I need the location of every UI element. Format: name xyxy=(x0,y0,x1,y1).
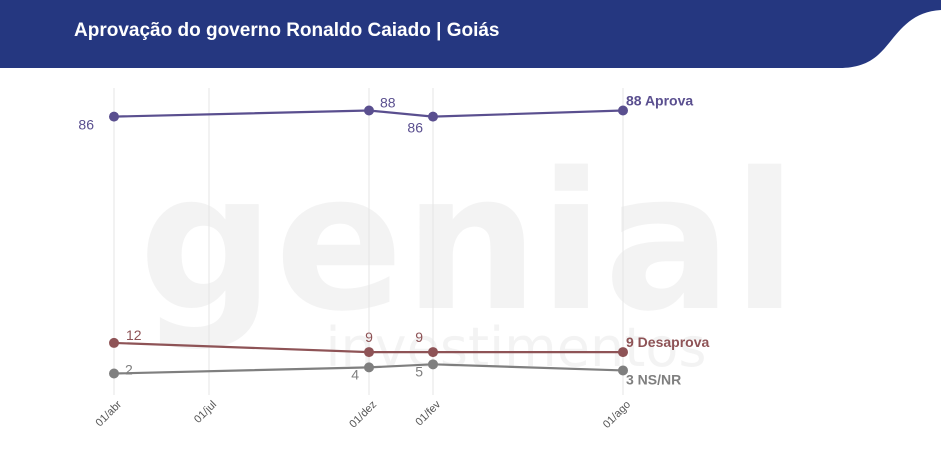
data-point xyxy=(109,111,119,122)
data-label: 86 xyxy=(78,117,94,133)
x-tick-label: 01/ago xyxy=(601,399,633,431)
x-tick-labels: 01/abr 01/jul 01/dez 01/fev 01/ago xyxy=(94,398,634,431)
data-label: 4 xyxy=(351,366,359,382)
series-ns-nr: 2 4 5 3 NS/NR xyxy=(109,359,681,387)
series-line xyxy=(113,363,624,375)
data-label: 12 xyxy=(126,327,142,343)
series-aprova: 86 88 86 88 Aprova xyxy=(78,93,693,136)
data-point xyxy=(364,105,374,116)
page-title: Aprovação do governo Ronaldo Caiado | Go… xyxy=(74,20,500,41)
watermark-subtitle: investimentos xyxy=(325,316,706,379)
data-point xyxy=(618,365,628,376)
data-label: 5 xyxy=(415,363,423,379)
x-tick-label: 01/jul xyxy=(192,399,219,426)
data-point xyxy=(428,111,438,122)
data-point xyxy=(428,359,438,370)
series-group: 86 88 86 88 Aprova 12 9 9 9 Desaprova 2 4 5 3 NS/NR xyxy=(78,93,709,388)
data-point xyxy=(109,368,119,379)
series-end-label: 88 Aprova xyxy=(626,93,693,109)
data-point xyxy=(364,347,374,358)
data-label: 2 xyxy=(125,362,133,378)
x-tick-label: 01/fev xyxy=(413,398,443,428)
data-point xyxy=(364,362,374,373)
data-label: 9 xyxy=(365,329,373,345)
series-line xyxy=(113,341,623,354)
x-tick-label: 01/dez xyxy=(347,399,379,431)
data-label: 9 xyxy=(415,329,423,345)
data-label: 88 xyxy=(380,95,396,111)
data-point xyxy=(428,347,438,358)
data-point xyxy=(618,105,628,116)
header-background xyxy=(0,0,941,68)
data-label: 86 xyxy=(407,120,423,136)
series-desaprova: 12 9 9 9 Desaprova xyxy=(109,327,709,358)
watermark-brand: genial xyxy=(139,132,798,353)
data-point xyxy=(618,347,628,358)
series-end-label: 9 Desaprova xyxy=(626,334,709,350)
series-line xyxy=(113,109,624,118)
data-point xyxy=(109,337,119,348)
x-tick-label: 01/abr xyxy=(94,398,125,429)
series-end-label: 3 NS/NR xyxy=(626,371,681,387)
watermark-logo: genial investimentos xyxy=(139,132,798,379)
